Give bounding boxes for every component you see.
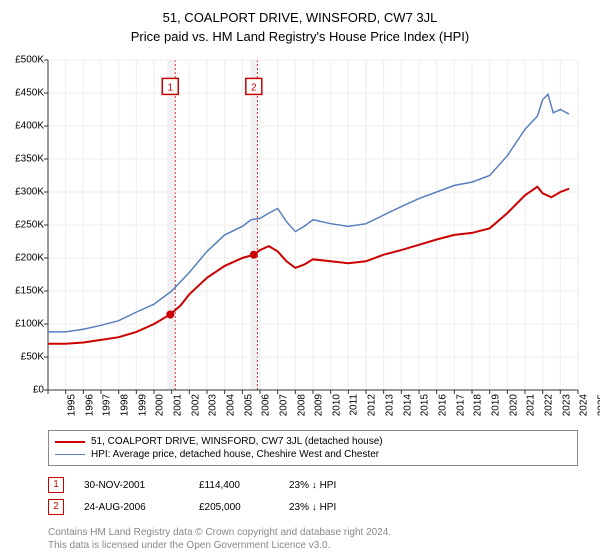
transaction-vs-hpi: 23% ↓ HPI [289,480,379,491]
x-tick-label: 2018 [473,394,484,416]
legend-label: HPI: Average price, detached house, Ches… [91,449,379,460]
x-tick-label: 1999 [137,394,148,416]
chart-title: 51, COALPORT DRIVE, WINSFORD, CW7 3JL [0,10,600,25]
legend-swatch [55,441,85,443]
transactions-table: 1 30-NOV-2001 £114,400 23% ↓ HPI 2 24-AUG-200… [48,474,578,518]
x-tick-label: 2010 [331,394,342,416]
legend-box: 51, COALPORT DRIVE, WINSFORD, CW7 3JL (d… [48,430,578,466]
x-tick-label: 2021 [526,394,537,416]
transaction-price: £114,400 [199,480,269,491]
x-tick-label: 2005 [243,394,254,416]
x-tick-label: 2016 [437,394,448,416]
x-tick-label: 2008 [296,394,307,416]
transaction-date: 24-AUG-2006 [84,502,179,513]
series-property [48,187,569,344]
x-tick-label: 2013 [384,394,395,416]
footer-line-2: This data is licensed under the Open Gov… [48,539,578,552]
legend-label: 51, COALPORT DRIVE, WINSFORD, CW7 3JL (d… [91,436,383,447]
transaction-id-box: 1 [48,477,64,493]
x-tick-label: 2001 [172,394,183,416]
x-tick-label: 2024 [579,394,590,416]
x-tick-label: 2007 [278,394,289,416]
y-tick-label: £0 [33,385,44,396]
transaction-point [250,251,258,259]
x-tick-label: 2006 [261,394,272,416]
transaction-row: 2 24-AUG-2006 £205,000 23% ↓ HPI [48,496,578,518]
x-tick-label: 2002 [190,394,201,416]
y-tick-label: £500K [15,55,44,66]
transaction-id-box: 2 [48,499,64,515]
x-tick-label: 2011 [348,394,359,416]
x-axis-labels: 1995 1996 1997 1998 1999 2000 2001 2002 2003 2004… [48,390,578,430]
y-axis-labels: £0£50K£100K£150K£200K£250K£300K£350K£400… [0,60,44,390]
legend-row: 51, COALPORT DRIVE, WINSFORD, CW7 3JL (d… [55,435,571,448]
x-tick-label: 2025 [596,394,600,416]
y-tick-label: £150K [15,286,44,297]
y-tick-label: £100K [15,319,44,330]
x-tick-label: 2019 [490,394,501,416]
x-tick-label: 2023 [561,394,572,416]
transaction-row: 1 30-NOV-2001 £114,400 23% ↓ HPI [48,474,578,496]
legend-area: 51, COALPORT DRIVE, WINSFORD, CW7 3JL (d… [48,430,578,552]
x-tick-label: 2012 [367,394,378,416]
x-tick-label: 2022 [543,394,554,416]
series-hpi [48,94,569,332]
legend-swatch [55,454,85,456]
x-tick-label: 1996 [84,394,95,416]
x-tick-label: 2015 [420,394,431,416]
x-tick-label: 1997 [102,394,113,416]
chart-subtitle: Price paid vs. HM Land Registry's House … [0,29,600,44]
x-tick-label: 2004 [225,394,236,416]
plot-svg: 12 [48,60,578,390]
y-tick-label: £50K [21,352,44,363]
transaction-vs-hpi: 23% ↓ HPI [289,502,379,513]
x-tick-label: 2009 [314,394,325,416]
x-tick-label: 2017 [455,394,466,416]
x-tick-label: 1995 [66,394,77,416]
x-tick-label: 2014 [402,394,413,416]
plot-area: 12 [48,60,578,390]
x-tick-label: 1998 [119,394,130,416]
transaction-marker-label: 2 [251,82,257,93]
y-tick-label: £250K [15,220,44,231]
y-tick-label: £350K [15,154,44,165]
chart-container: 51, COALPORT DRIVE, WINSFORD, CW7 3JL Pr… [0,0,600,560]
footer-text: Contains HM Land Registry data © Crown c… [48,526,578,552]
x-tick-label: 2020 [508,394,519,416]
transaction-marker-label: 1 [167,82,173,93]
y-tick-label: £300K [15,187,44,198]
x-tick-label: 2000 [155,394,166,416]
title-block: 51, COALPORT DRIVE, WINSFORD, CW7 3JL Pr… [0,0,600,44]
transaction-date: 30-NOV-2001 [84,480,179,491]
x-tick-label: 2003 [208,394,219,416]
transaction-price: £205,000 [199,502,269,513]
legend-row: HPI: Average price, detached house, Ches… [55,448,571,461]
y-tick-label: £450K [15,88,44,99]
footer-line-1: Contains HM Land Registry data © Crown c… [48,526,578,539]
y-tick-label: £200K [15,253,44,264]
y-tick-label: £400K [15,121,44,132]
transaction-point [166,310,174,318]
